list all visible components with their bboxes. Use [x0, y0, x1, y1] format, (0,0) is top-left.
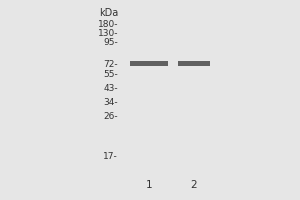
- Text: 130-: 130-: [98, 29, 118, 38]
- Text: 43-: 43-: [103, 84, 118, 93]
- Text: 180-: 180-: [98, 20, 118, 29]
- Bar: [178, 60, 210, 66]
- Text: 95-: 95-: [103, 38, 118, 47]
- Bar: [130, 60, 168, 66]
- Text: 72-: 72-: [103, 60, 118, 69]
- Text: 17-: 17-: [103, 152, 118, 161]
- Text: 26-: 26-: [103, 112, 118, 121]
- Text: 34-: 34-: [103, 98, 118, 107]
- Text: kDa: kDa: [99, 8, 118, 18]
- Text: 55-: 55-: [103, 70, 118, 79]
- Text: 2: 2: [191, 180, 197, 190]
- Text: 1: 1: [146, 180, 152, 190]
